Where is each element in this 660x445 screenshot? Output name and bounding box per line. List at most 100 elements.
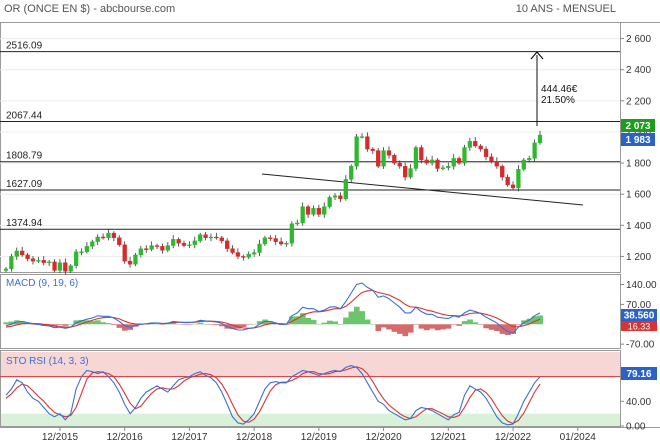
macd-hist-bar xyxy=(299,313,306,325)
macd-hist-bar xyxy=(353,306,360,325)
sto-k-line xyxy=(5,365,541,426)
candle xyxy=(3,267,9,273)
macd-hist-bar xyxy=(348,311,355,325)
candle xyxy=(300,202,305,226)
candle xyxy=(408,164,413,179)
candle xyxy=(527,155,532,163)
candlesticks xyxy=(3,130,543,275)
candle xyxy=(63,258,68,275)
candle xyxy=(203,232,208,241)
target-annotation: 444.46€ 21.50% xyxy=(530,51,578,126)
candle xyxy=(467,137,473,151)
macd-hist-bar xyxy=(30,324,36,325)
candle xyxy=(322,202,327,218)
macd-hist-bar xyxy=(456,324,463,326)
svg-text:79.16: 79.16 xyxy=(626,369,651,380)
macd-hist-bar xyxy=(386,324,392,330)
candle xyxy=(532,139,537,162)
level-1808-label: 1808.79 xyxy=(6,151,43,162)
macd-hist-bar xyxy=(316,323,322,325)
x-tick-label: 12/2016 xyxy=(107,432,144,443)
sto-y-axis: 40.00 0.00 xyxy=(620,376,651,433)
last-price-badge: 2 073 xyxy=(621,119,655,132)
candle xyxy=(20,246,25,257)
candle xyxy=(295,219,300,226)
candle xyxy=(478,144,483,152)
candle xyxy=(133,253,138,267)
macd-hist-bar xyxy=(202,323,209,325)
candle xyxy=(57,259,63,274)
price-tick-label: 2 200 xyxy=(626,96,651,107)
candle xyxy=(397,160,402,169)
macd-hist-bar xyxy=(3,322,9,325)
sto-lines xyxy=(5,365,541,426)
candle xyxy=(176,237,181,247)
candle xyxy=(419,144,424,164)
candle xyxy=(403,162,408,181)
sto-title: STO RSI (14, 3, 3) xyxy=(6,356,89,367)
macd-hist-bar xyxy=(477,324,484,325)
candle xyxy=(537,130,543,145)
macd-hist-bar xyxy=(159,324,166,325)
macd-hist-bar xyxy=(229,324,236,330)
candle xyxy=(160,243,165,254)
candle xyxy=(500,164,505,181)
macd-hist-bar xyxy=(370,323,376,325)
candle xyxy=(187,241,192,249)
candle xyxy=(370,147,375,155)
macd-hist-bar xyxy=(165,323,171,325)
macd-hist-bar xyxy=(251,323,258,325)
candle xyxy=(246,251,251,260)
candle xyxy=(289,221,295,247)
candle xyxy=(284,241,289,247)
macd-hist-bar xyxy=(531,316,538,325)
macd-lines xyxy=(5,282,541,335)
macd-hist-bar xyxy=(289,316,295,325)
candle xyxy=(198,232,203,243)
sto-bands xyxy=(0,352,620,426)
macd-hist-bar xyxy=(175,323,182,325)
macd-hist-bar xyxy=(483,324,490,329)
candle xyxy=(257,239,262,256)
candle xyxy=(122,241,127,264)
candle xyxy=(359,133,365,139)
sto-value-badge: 79.16 xyxy=(621,367,657,380)
price-tick-label: 2 000 xyxy=(626,127,651,138)
level-2516-label: 2516.09 xyxy=(6,41,43,52)
macd-hist-bar xyxy=(321,322,328,325)
macd-hist-bar xyxy=(510,324,517,334)
candle xyxy=(100,233,106,240)
macd-hist-bar xyxy=(181,324,187,325)
candle xyxy=(483,146,489,161)
macd-hist-bar xyxy=(116,324,123,328)
candle xyxy=(451,154,456,170)
macd-hist-bar xyxy=(57,324,63,326)
macd-hist-bar xyxy=(19,321,26,325)
candle xyxy=(316,204,321,218)
horizontal-levels: 2516.09 2067.44 1808.79 1627.09 1374.94 xyxy=(0,41,620,230)
macd-hist-bar xyxy=(170,322,177,325)
sto-tick-label: 40.00 xyxy=(626,397,651,408)
macd-tick-label: 70.00 xyxy=(626,300,651,311)
previous-price-badge: 1 983 xyxy=(621,133,655,146)
panel-frames xyxy=(0,22,660,428)
candle xyxy=(47,260,52,267)
x-tick-label: 12/2021 xyxy=(430,432,467,443)
macd-hist-bar xyxy=(332,321,339,325)
candle xyxy=(241,254,246,261)
candle xyxy=(84,242,90,254)
candle xyxy=(343,175,348,201)
macd-line xyxy=(5,282,541,335)
candle xyxy=(149,241,154,252)
x-axis: 12/2015 12/2016 12/2017 12/2018 12/2019 12/20… xyxy=(42,427,596,443)
candle xyxy=(516,165,521,192)
macd-hist-bar xyxy=(246,324,252,325)
macd-hist-bar xyxy=(440,324,446,330)
chart-period: 10 ANS - MENSUEL xyxy=(516,3,616,15)
macd-tick-label: -70.00 xyxy=(626,340,655,351)
x-tick-label: 12/2019 xyxy=(301,432,338,443)
candle xyxy=(225,238,230,253)
macd-hist-bar xyxy=(402,324,409,337)
svg-text:38.560: 38.560 xyxy=(624,311,655,322)
